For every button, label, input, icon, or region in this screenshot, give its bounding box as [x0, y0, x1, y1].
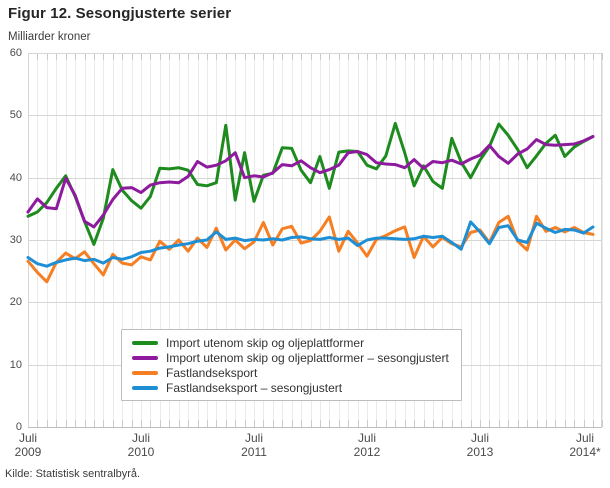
y-tick-label: 40 [9, 171, 22, 184]
legend-swatch-icon [132, 385, 158, 390]
x-tick-label: Juli 2011 [241, 431, 267, 459]
legend-item-3[interactable]: Fastlandseksport – sesongjustert [132, 380, 449, 395]
y-tick-label: 30 [9, 234, 22, 246]
legend-swatch-icon [132, 370, 158, 375]
legend-label: Fastlandseksport – sesongjustert [166, 380, 343, 395]
figure-title: Figur 12. Sesongjusterte serier [8, 5, 232, 22]
y-tick-label: 10 [9, 358, 22, 371]
x-tick-label: Juli 2009 [14, 431, 42, 459]
series-line-3 [26, 220, 595, 268]
legend-item-0[interactable]: Import utenom skip og oljeplattformer [132, 335, 449, 350]
legend-label: Fastlandseksport [166, 365, 258, 380]
series-line-1 [26, 135, 595, 229]
x-tick-label: Juli 2013 [466, 431, 494, 459]
y-tick-label: 50 [9, 109, 22, 122]
series-line-2 [26, 214, 595, 284]
legend-label: Import utenom skip og oljeplattformer – … [166, 350, 449, 365]
y-tick-label: 20 [9, 296, 22, 309]
legend-item-1[interactable]: Import utenom skip og oljeplattformer – … [132, 350, 449, 365]
x-tick-label: Juli 2014* [569, 431, 601, 459]
legend-item-2[interactable]: Fastlandseksport [132, 365, 449, 380]
legend-swatch-icon [132, 340, 158, 345]
legend: Import utenom skip og oljeplattformer Imp… [121, 329, 462, 401]
legend-label: Import utenom skip og oljeplattformer [166, 335, 365, 350]
source-note: Kilde: Statistisk sentralbyrå. [5, 468, 141, 480]
legend-swatch-icon [132, 355, 158, 360]
y-tick-label: 0 [15, 421, 22, 433]
y-tick-label: 60 [9, 47, 22, 59]
y-axis-unit-label: Milliarder kroner [8, 31, 91, 43]
x-tick-label: Juli 2012 [353, 431, 381, 459]
x-tick-label: Juli 2010 [127, 431, 155, 459]
